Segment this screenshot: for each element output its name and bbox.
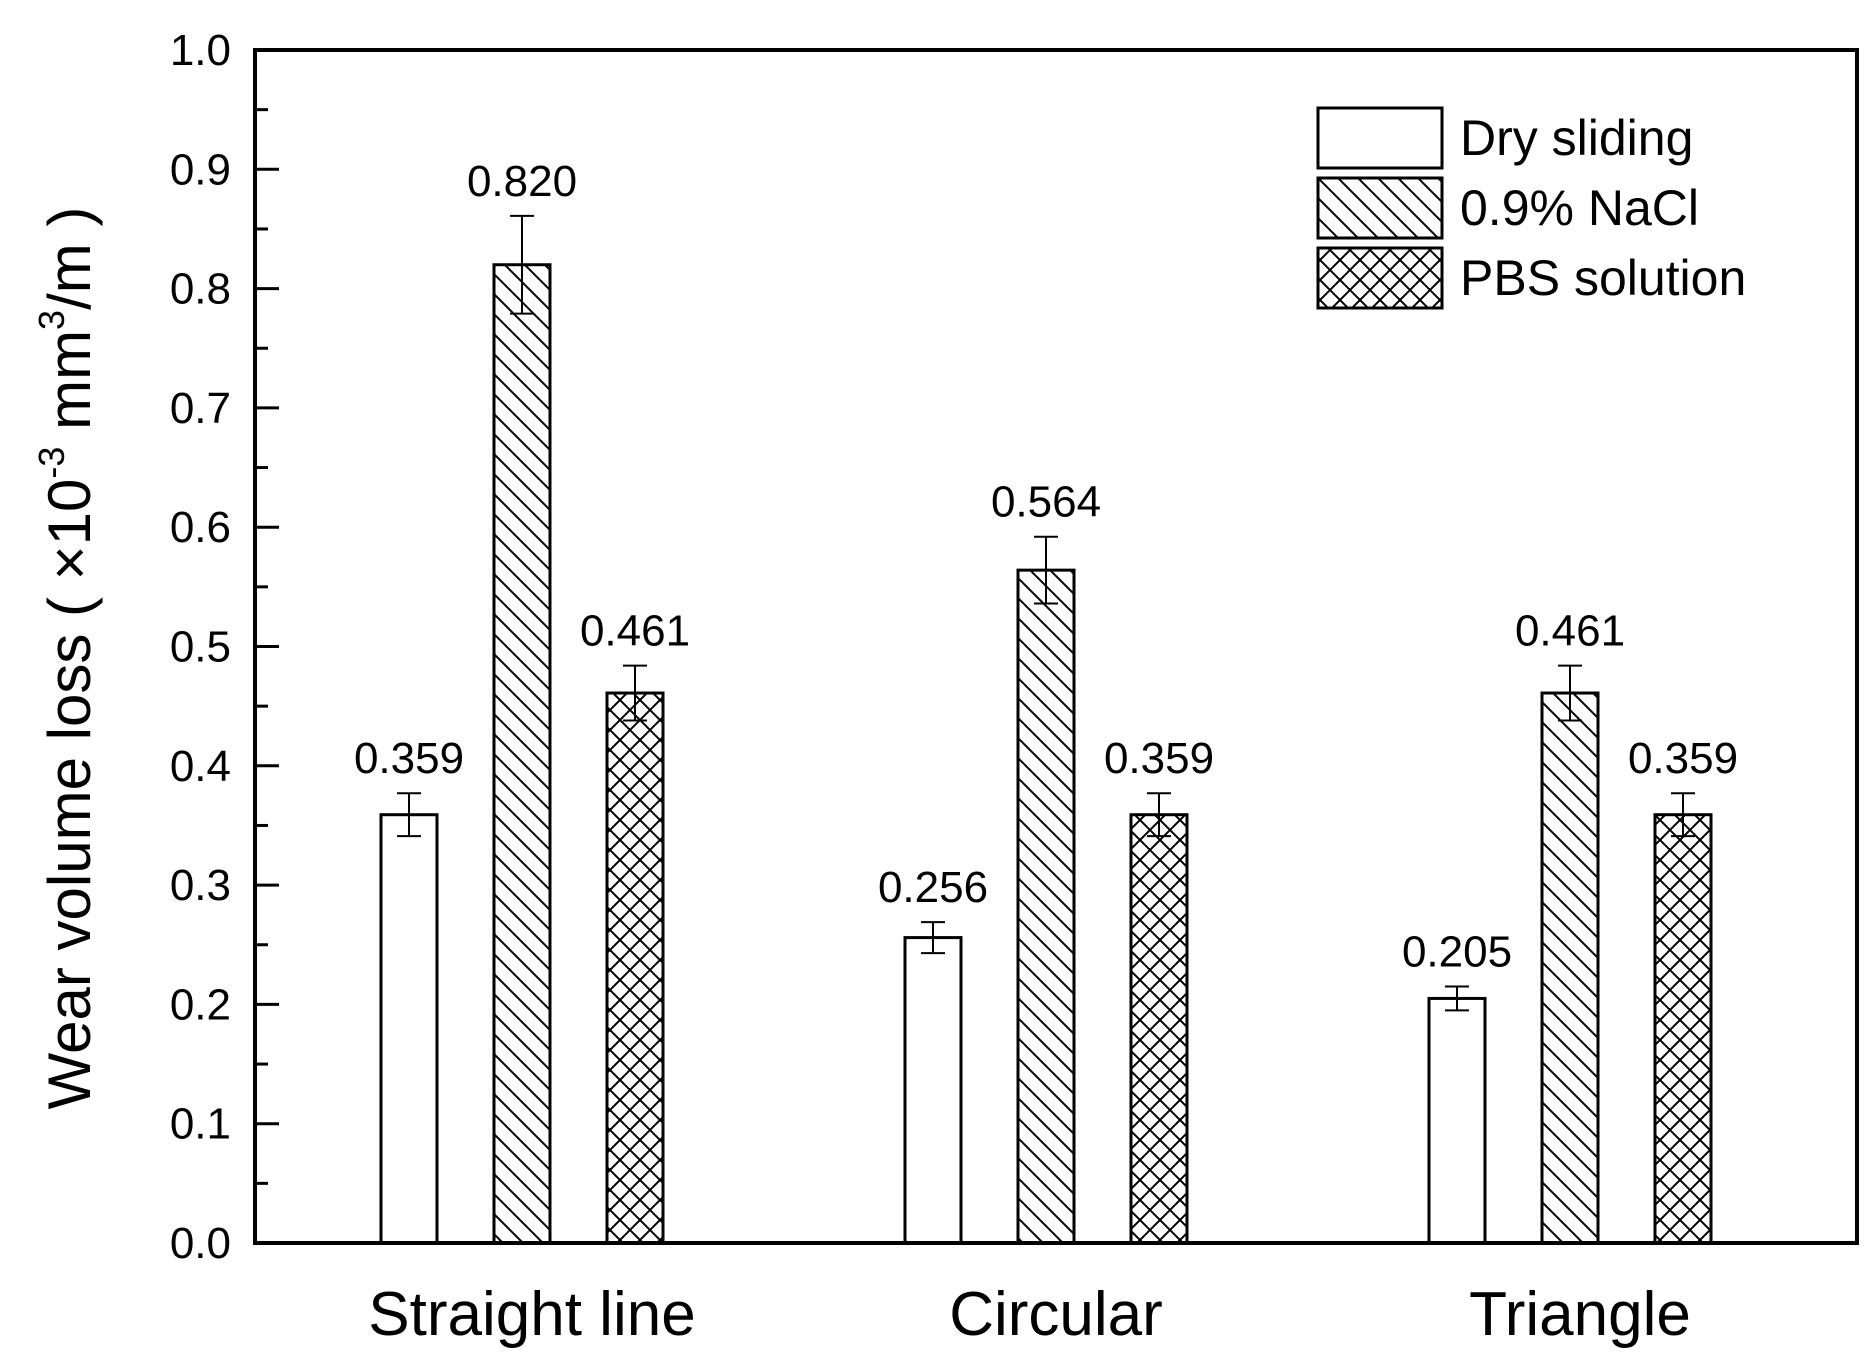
data-label: 0.461 bbox=[1515, 607, 1625, 656]
legend-label: Dry sliding bbox=[1460, 110, 1693, 166]
data-label: 0.256 bbox=[878, 863, 988, 912]
y-tick-label: 0.7 bbox=[170, 384, 231, 433]
y-tick-label: 0.8 bbox=[170, 265, 231, 314]
bar bbox=[379, 813, 439, 1245]
y-tick-label: 0.6 bbox=[170, 503, 231, 552]
error-bars bbox=[397, 214, 1695, 1012]
plot-frame bbox=[253, 48, 1859, 1245]
x-category-label: Straight line bbox=[368, 1280, 695, 1349]
bar bbox=[1129, 813, 1189, 1245]
bar bbox=[903, 936, 963, 1245]
x-axis-category-labels: Straight line Circular Triangle bbox=[368, 1280, 1691, 1349]
y-axis-label: Wear volume loss ( ×10-3 mm3/m ) bbox=[31, 207, 103, 1110]
y-tick-label: 0.4 bbox=[170, 742, 231, 791]
bar bbox=[1540, 691, 1600, 1245]
data-label: 0.359 bbox=[1628, 734, 1738, 783]
y-tick-label: 0.0 bbox=[170, 1219, 231, 1268]
bar bbox=[1427, 996, 1487, 1245]
y-tick-label: 1.0 bbox=[170, 26, 231, 75]
y-tick-label: 0.1 bbox=[170, 1100, 231, 1149]
data-label: 0.820 bbox=[467, 157, 577, 206]
bar bbox=[1016, 568, 1076, 1245]
y-tick-label: 0.9 bbox=[170, 145, 231, 194]
legend-swatch bbox=[1316, 106, 1444, 170]
legend-swatch bbox=[1316, 246, 1444, 310]
bar bbox=[1653, 813, 1713, 1245]
legend-label: PBS solution bbox=[1460, 250, 1746, 306]
value-labels: 0.359 0.820 0.461 0.256 0.564 0.359 0.205 0.461… bbox=[354, 157, 1738, 977]
data-label: 0.205 bbox=[1402, 928, 1512, 977]
bar bbox=[492, 263, 552, 1245]
data-label: 0.359 bbox=[1104, 734, 1214, 783]
legend-swatch bbox=[1316, 176, 1444, 240]
data-label: 0.359 bbox=[354, 734, 464, 783]
legend: Dry sliding 0.9% NaCl PBS solution bbox=[1316, 106, 1746, 310]
y-axis-ticks: 0.0 0.1 0.2 0.3 0.4 0.5 0.6 0.7 0.8 0.9 1.0 bbox=[170, 26, 279, 1268]
data-label: 0.564 bbox=[991, 478, 1101, 527]
data-label: 0.461 bbox=[580, 607, 690, 656]
x-category-label: Circular bbox=[949, 1280, 1163, 1349]
x-category-label: Triangle bbox=[1469, 1280, 1691, 1349]
legend-label: 0.9% NaCl bbox=[1460, 180, 1699, 236]
bars bbox=[379, 263, 1713, 1245]
svg-text:Wear volume loss ( ×10-3 mm3/m: Wear volume loss ( ×10-3 mm3/m ) bbox=[31, 207, 103, 1110]
y-tick-label: 0.3 bbox=[170, 861, 231, 910]
bar bbox=[605, 691, 665, 1245]
y-tick-label: 0.5 bbox=[170, 623, 231, 672]
y-tick-label: 0.2 bbox=[170, 980, 231, 1029]
